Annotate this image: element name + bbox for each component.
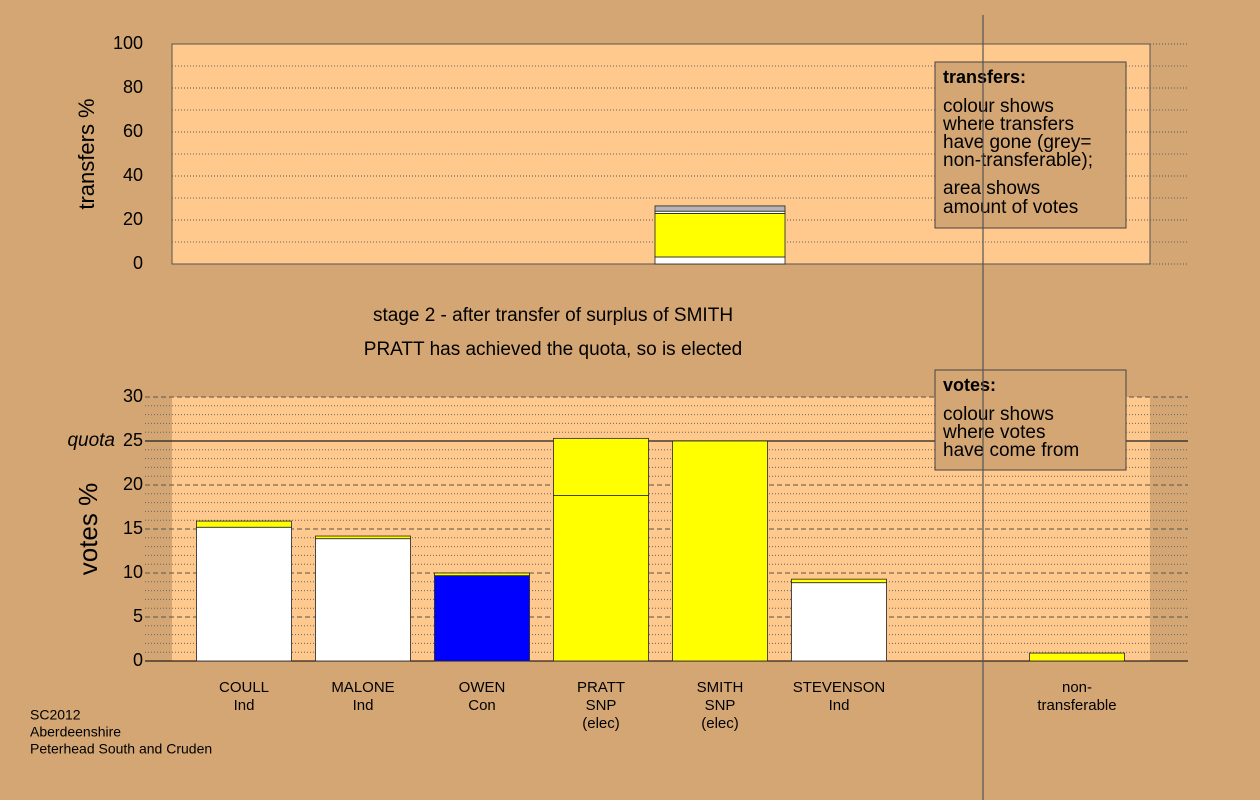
y-tick-label: 80	[123, 77, 143, 97]
x-tick-label: non-	[1062, 679, 1092, 696]
annotation-box	[934, 61, 1127, 229]
annotation-text: colour shows	[943, 404, 1054, 425]
y-tick-label: 100	[113, 33, 143, 53]
y-tick-label: 20	[123, 209, 143, 229]
annotation-text: colour shows	[943, 96, 1054, 117]
bar-segment	[672, 440, 768, 662]
y-tick-label: 15	[123, 518, 143, 538]
x-tick-label: COULL	[219, 679, 269, 696]
x-tick-label: (elec)	[582, 715, 620, 732]
bar-segment	[315, 538, 411, 662]
bar-segment	[1029, 652, 1125, 662]
y-tick-label: 0	[133, 253, 143, 273]
annotation-text: where votes	[942, 422, 1045, 443]
bar-segment	[315, 535, 411, 540]
annotation-text: where transfers	[942, 114, 1074, 135]
x-tick-label: Ind	[353, 697, 374, 714]
annotation-text: amount of votes	[943, 197, 1078, 218]
bar-segment	[654, 205, 786, 212]
x-tick-label: STEVENSON	[793, 679, 886, 696]
x-tick-label: SNP	[705, 697, 736, 714]
annotation-box	[934, 369, 1127, 471]
bar-segment	[791, 578, 887, 584]
y-tick-label: 60	[123, 121, 143, 141]
y-tick-label: 5	[133, 606, 143, 626]
x-tick-label: MALONE	[331, 679, 394, 696]
x-tick-label: Ind	[234, 697, 255, 714]
x-tick-label: transferable	[1037, 697, 1116, 714]
bar-segment	[434, 575, 530, 662]
annotation-title: transfers:	[943, 67, 1026, 87]
bar-segment	[434, 572, 530, 577]
annotation-text: have come from	[943, 440, 1079, 461]
y-axis-label: transfers %	[74, 98, 99, 209]
y-tick-label: 25	[123, 430, 143, 450]
annotation-text: non-transferable);	[943, 150, 1093, 171]
annotation-text: have gone (grey=	[943, 132, 1091, 153]
bar-segment	[791, 582, 887, 662]
chart-title: stage 2 - after transfer of surplus of S…	[373, 305, 733, 326]
quota-label: quota	[67, 430, 115, 451]
x-tick-label: OWEN	[459, 679, 506, 696]
x-tick-label: SMITH	[697, 679, 744, 696]
x-tick-label: SNP	[586, 697, 617, 714]
footer-text: Peterhead South and Cruden	[30, 741, 212, 757]
y-tick-label: 20	[123, 474, 143, 494]
x-tick-label: (elec)	[701, 715, 739, 732]
y-axis-label: votes %	[73, 483, 103, 576]
y-tick-label: 0	[133, 650, 143, 670]
y-tick-label: 10	[123, 562, 143, 582]
footer-text: Aberdeenshire	[30, 724, 121, 740]
footer-text: SC2012	[30, 707, 81, 723]
chart-title: PRATT has achieved the quota, so is elec…	[364, 339, 742, 360]
bar-segment	[553, 437, 649, 496]
x-tick-label: Ind	[829, 697, 850, 714]
x-tick-label: PRATT	[577, 679, 625, 696]
bar-segment	[553, 495, 649, 662]
y-tick-label: 30	[123, 386, 143, 406]
bar-segment	[196, 526, 292, 662]
bar-segment	[654, 212, 786, 258]
bar-segment	[196, 520, 292, 528]
x-tick-label: Con	[468, 697, 496, 714]
annotation-title: votes:	[943, 375, 996, 395]
annotation-text: area shows	[943, 178, 1040, 199]
y-tick-label: 40	[123, 165, 143, 185]
bar-segment	[654, 256, 786, 265]
